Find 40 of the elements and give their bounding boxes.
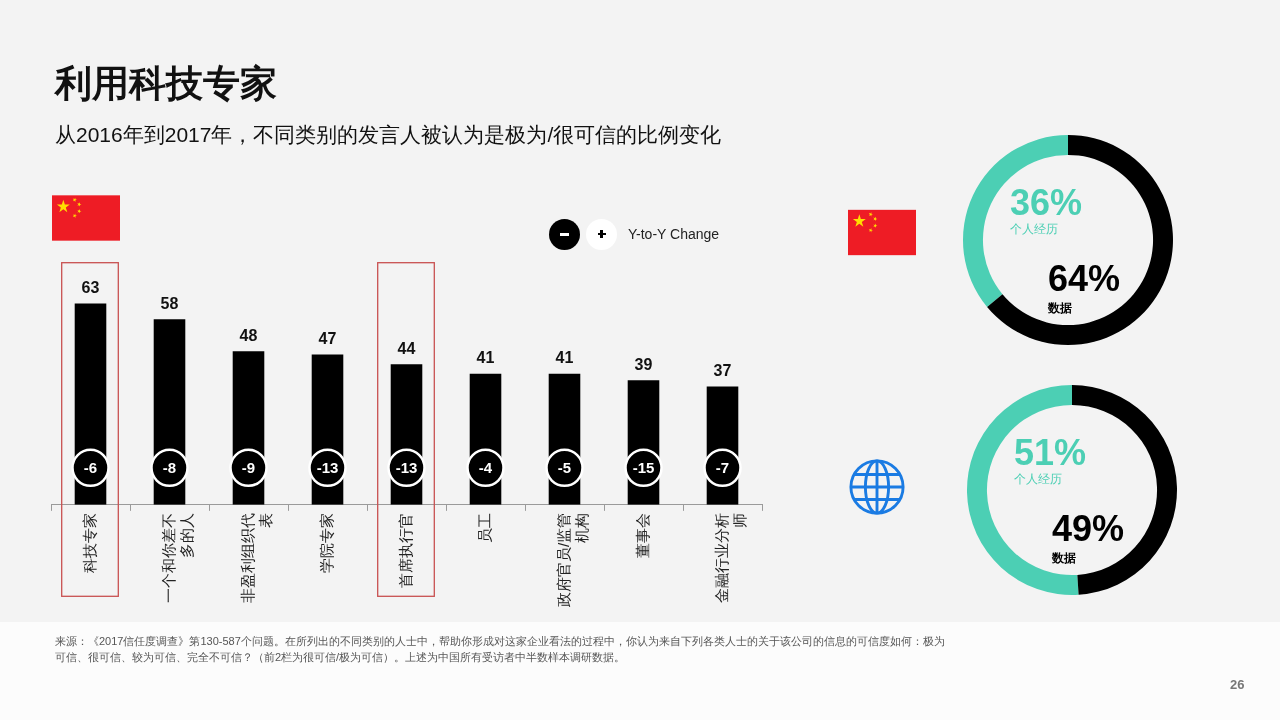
slice-label: 数据 <box>1051 551 1076 565</box>
data-label: 49% <box>1052 508 1125 549</box>
data-label: 36% <box>1010 182 1083 223</box>
annotation: -13 <box>316 458 339 476</box>
chart-title: 利用科技专家 <box>55 63 277 104</box>
annotation: -4 <box>478 458 493 476</box>
data-label: 37 <box>713 361 732 379</box>
text: 26 <box>1230 677 1245 693</box>
data-label: 41 <box>476 349 495 367</box>
annotation: -9 <box>241 458 256 476</box>
source-note: 来源：《2017信任度调查》第130-587个问题。在所列出的不同类别的人士中，帮助你形成对这家企业看法的过程中，你认为来自下列各类人士的关于该公司的信息的可信度如何：极为可信、很可信、较为可信、完全不可信？（前2栏为很可信/极为可信）。上述为中国所有受访者中半数样本调研数据。 <box>55 634 946 665</box>
x-tick-label: 科技专家 <box>80 512 98 573</box>
x-tick-label: 员工 <box>475 512 493 543</box>
data-label: 47 <box>318 329 337 347</box>
x-tick-label: 政府官员/监管机构 <box>554 512 590 607</box>
data-label: 64% <box>1048 258 1121 299</box>
annotation: -8 <box>162 458 177 476</box>
slice-label: 个人经历 <box>1014 472 1062 486</box>
slice-label: 个人经历 <box>1010 222 1058 236</box>
x-tick-label: 董事会 <box>633 512 651 558</box>
annotation: -15 <box>632 458 655 476</box>
chart-subtitle: 从2016年到2017年，不同类别的发言人被认为是极为/很可信的比例变化 <box>55 123 722 147</box>
annotation: -5 <box>557 458 572 476</box>
slice-label: 数据 <box>1047 301 1072 315</box>
annotation: -13 <box>395 458 418 476</box>
x-tick-label: 学院专家 <box>317 512 335 573</box>
text: Y-to-Y Change <box>628 226 720 242</box>
data-label: 39 <box>634 355 653 373</box>
data-label: 41 <box>555 349 574 367</box>
annotation: -6 <box>83 458 98 476</box>
data-label: 58 <box>160 294 179 312</box>
data-label: 63 <box>81 278 100 296</box>
annotation: -7 <box>715 458 730 476</box>
x-tick-label: 非盈利组织代表 <box>238 512 274 603</box>
data-label: 48 <box>239 326 258 344</box>
x-tick-label: 首席执行官 <box>396 512 414 588</box>
x-tick-label: 一个和你差不多的人 <box>159 512 195 603</box>
data-label: 51% <box>1014 432 1087 473</box>
x-tick-label: 金融行业分析师 <box>712 512 748 603</box>
data-label: 44 <box>397 339 416 357</box>
